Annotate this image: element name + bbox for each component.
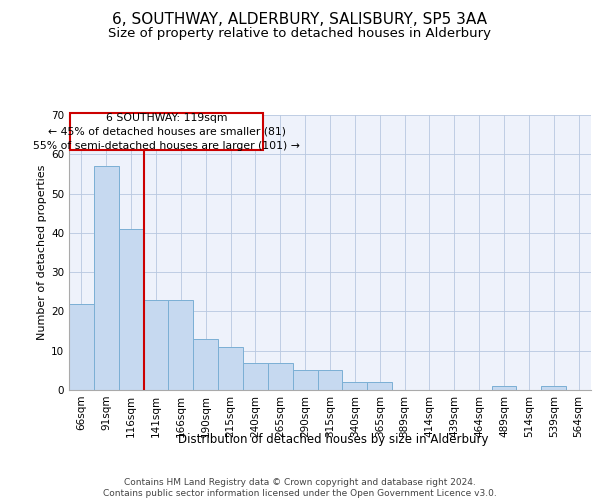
Bar — [293, 370, 317, 390]
Bar — [193, 339, 218, 390]
Bar — [367, 382, 392, 390]
Bar — [70, 113, 263, 150]
Bar — [541, 386, 566, 390]
Text: Contains HM Land Registry data © Crown copyright and database right 2024.
Contai: Contains HM Land Registry data © Crown c… — [103, 478, 497, 498]
Bar — [317, 370, 343, 390]
Bar — [169, 300, 193, 390]
Bar — [143, 300, 169, 390]
Bar — [243, 362, 268, 390]
Bar — [218, 347, 243, 390]
Bar — [94, 166, 119, 390]
Text: 6 SOUTHWAY: 119sqm
← 45% of detached houses are smaller (81)
55% of semi-detache: 6 SOUTHWAY: 119sqm ← 45% of detached hou… — [33, 112, 300, 150]
Text: Distribution of detached houses by size in Alderbury: Distribution of detached houses by size … — [178, 432, 488, 446]
Bar — [119, 229, 143, 390]
Bar — [69, 304, 94, 390]
Bar — [491, 386, 517, 390]
Text: 6, SOUTHWAY, ALDERBURY, SALISBURY, SP5 3AA: 6, SOUTHWAY, ALDERBURY, SALISBURY, SP5 3… — [113, 12, 487, 28]
Bar — [268, 362, 293, 390]
Bar — [343, 382, 367, 390]
Text: Size of property relative to detached houses in Alderbury: Size of property relative to detached ho… — [109, 28, 491, 40]
Y-axis label: Number of detached properties: Number of detached properties — [37, 165, 47, 340]
